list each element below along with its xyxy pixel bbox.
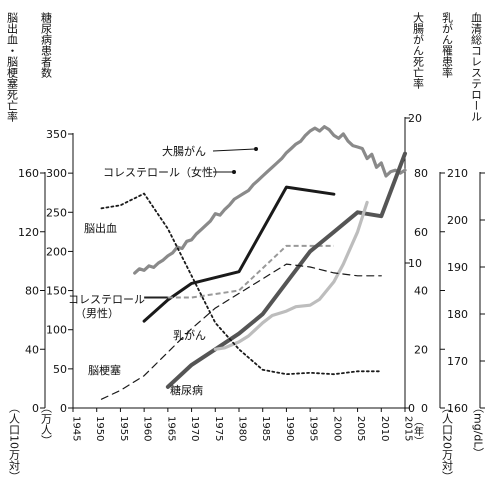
label-chol-male-1: コレステロール: [68, 293, 145, 306]
brain-tick-label: 80: [25, 285, 39, 298]
chol-tick-label: 200: [447, 214, 468, 227]
x-tick-label: 1955: [118, 416, 129, 441]
series-line-infarction: [100, 263, 382, 400]
breast-tick-label: 40: [414, 285, 428, 298]
x-tick-label: 1970: [189, 416, 200, 441]
breast-axis-title: 乳がん罹患率: [441, 12, 454, 79]
chol-tick-label: 190: [447, 261, 468, 274]
diabetes-tick-label: 350: [46, 128, 67, 141]
series-line-hemorrhage: [100, 192, 383, 376]
breast-tick-label: 60: [414, 226, 428, 239]
leader-colon: [212, 148, 256, 152]
x-tick-label: 1990: [284, 416, 295, 441]
x-tick-label: 1995: [308, 416, 319, 441]
diabetes-tick-label: 250: [46, 206, 67, 219]
x-tick-label: 2000: [331, 416, 342, 441]
colon-tick-label: 20: [408, 112, 422, 125]
axes-layer: 脳出血・脳梗塞死亡率 （人口10万対） 糖尿病患者数 （万人） 大腸がん死亡率 乳がん罹患…: [6, 11, 485, 482]
x-tick-label: 1945: [71, 416, 82, 441]
label-hemorrhage: 脳出血: [84, 221, 117, 235]
diabetes-tick-label: 50: [53, 363, 67, 376]
chol-tick-label: 160: [447, 402, 468, 415]
series-line-chol_f: [142, 185, 336, 323]
brain-axis-unit: （人口10万対）: [8, 402, 21, 482]
leader-dot-chol-female: [232, 170, 236, 174]
label-chol-male-2: （男性）: [75, 306, 119, 320]
chol-axis-unit: （mg/dL）: [472, 402, 485, 459]
label-diabetes: 糖尿病: [170, 383, 203, 397]
x-tick-label: 1950: [94, 416, 105, 441]
diabetes-tick-label: 150: [46, 285, 67, 298]
lines-layer: [100, 125, 407, 400]
breast-tick-label: 0: [421, 402, 428, 415]
colon-tick-label: 0: [408, 402, 415, 415]
label-infarction: 脳梗塞: [88, 363, 121, 377]
diabetes-axis-unit: （万人）: [40, 402, 53, 446]
label-chol-female: コレステロール（女性）: [103, 165, 224, 179]
x-tick-label: 1975: [213, 416, 224, 441]
brain-tick-label: 40: [25, 343, 39, 356]
diabetes-axis-title: 糖尿病患者数: [40, 11, 53, 79]
x-tick-label: 2015: [403, 416, 414, 441]
x-tick-label: 1985: [260, 416, 271, 441]
colon-tick-label: 10: [408, 257, 422, 270]
x-tick-label: 1980: [237, 416, 248, 441]
x-axis-unit: （年）: [412, 416, 424, 446]
brain-tick-label: 160: [18, 167, 39, 180]
brain-axis-title: 脳出血・脳梗塞死亡率: [6, 12, 19, 123]
breast-axis-unit: （人口20万対）: [441, 402, 454, 482]
series-line-colon: [133, 125, 407, 275]
breast-tick-label: 80: [414, 167, 428, 180]
chol-tick-label: 210: [447, 167, 468, 180]
label-colon: 大腸がん: [162, 144, 206, 158]
leader-dot-colon: [254, 147, 258, 151]
diabetes-tick-label: 200: [46, 245, 67, 258]
x-tick-label: 1960: [142, 416, 153, 441]
series-line-diabetes: [165, 151, 407, 389]
label-breast: 乳がん: [173, 328, 206, 342]
brain-tick-label: 120: [18, 226, 39, 239]
series-line-breast: [213, 200, 369, 351]
series-line-chol-male-dashed: [167, 244, 334, 299]
x-tick-label: 2010: [379, 416, 390, 441]
chol-tick-label: 180: [447, 308, 468, 321]
brain-tick-label: 0: [32, 402, 39, 415]
chol-tick-label: 170: [447, 355, 468, 368]
diabetes-tick-label: 0: [60, 402, 67, 415]
diabetes-tick-label: 300: [46, 167, 67, 180]
diabetes-tick-label: 100: [46, 324, 67, 337]
breast-tick-label: 20: [414, 343, 428, 356]
colon-axis-title: 大腸がん死亡率: [412, 11, 425, 90]
chol-axis-title: 血清総コレステロール: [470, 11, 483, 122]
x-tick-label: 1965: [165, 416, 176, 441]
x-tick-label: 2005: [355, 416, 366, 441]
